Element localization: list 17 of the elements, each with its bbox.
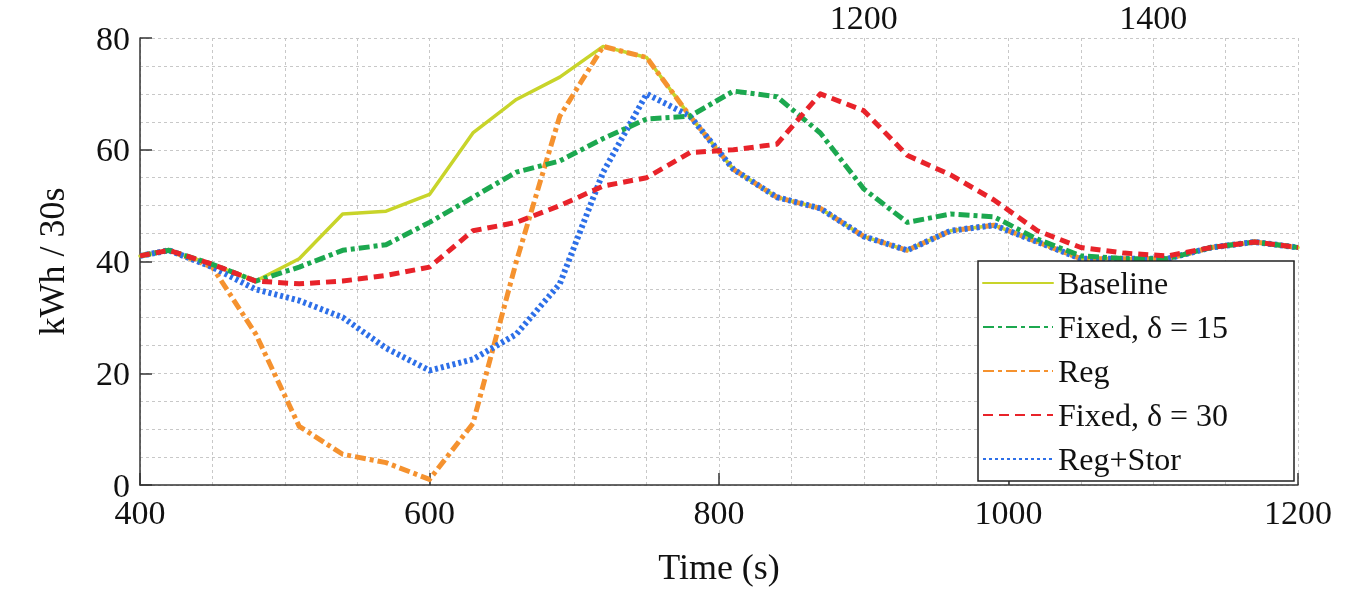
y-tick-label: 20 (96, 354, 130, 392)
y-tick-label: 80 (96, 19, 130, 57)
y-tick-label: 40 (96, 243, 130, 280)
x-tick-label: 600 (404, 493, 455, 531)
legend-label: Reg+Stor (1058, 441, 1182, 477)
y-axis-title: kWh / 30s (32, 187, 72, 336)
legend-label: Reg (1058, 353, 1110, 389)
y-tick-label: 60 (96, 131, 130, 169)
legend-label: Fixed, δ = 30 (1058, 397, 1229, 433)
legend-label: Baseline (1058, 265, 1169, 301)
x2-tick-label: 1400 (1119, 0, 1188, 36)
x-tick-label: 1200 (1264, 493, 1332, 531)
legend-label: Fixed, δ = 15 (1058, 309, 1229, 345)
x-tick-label: 1000 (974, 493, 1043, 531)
x-tick-label: 800 (693, 493, 745, 531)
x2-tick-label: 1200 (829, 0, 898, 36)
x-axis-title: Time (s) (658, 547, 780, 587)
